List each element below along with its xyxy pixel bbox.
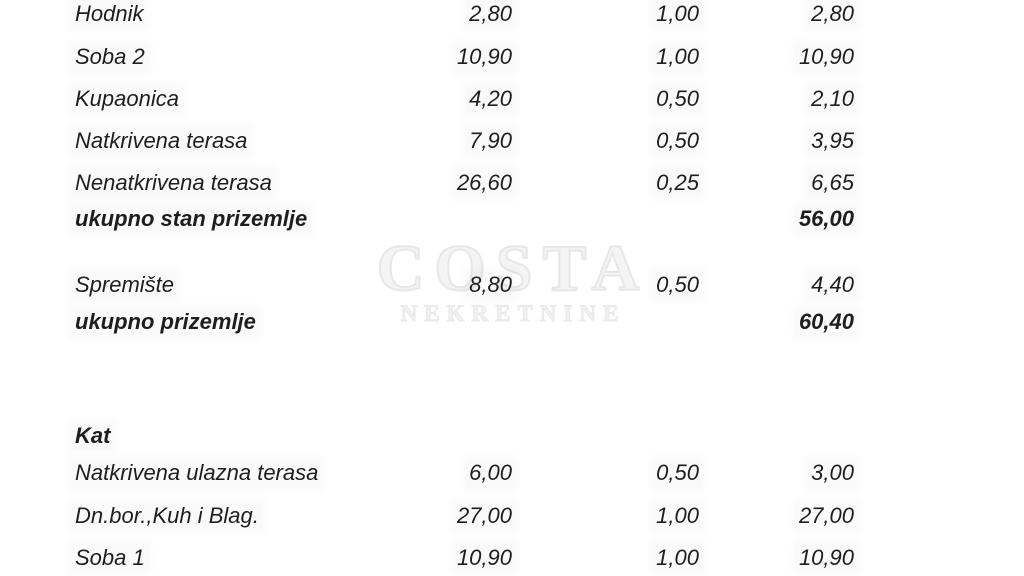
area-value: 10,90 (454, 43, 515, 71)
table-row: Soba 2 10,90 1,00 10,90 (0, 43, 1024, 71)
room-label: Natkrivena terasa (72, 127, 250, 155)
subtotal-label: ukupno stan prizemlje (72, 205, 310, 233)
room-label: Hodnik (72, 0, 146, 28)
total-value: 27,00 (796, 502, 857, 530)
area-value: 8,80 (466, 271, 515, 299)
coefficient-value: 0,25 (653, 169, 702, 197)
room-label: Nenatkrivena terasa (72, 169, 275, 197)
room-label: Kupaonica (72, 85, 182, 113)
table-row: Natkrivena terasa 7,90 0,50 3,95 (0, 127, 1024, 155)
table-row: Dn.bor.,Kuh i Blag. 27,00 1,00 27,00 (0, 502, 1024, 530)
room-label: Dn.bor.,Kuh i Blag. (72, 502, 262, 530)
total-value: 10,90 (796, 43, 857, 71)
coefficient-value: 1,00 (653, 544, 702, 572)
total-value: 3,95 (808, 127, 857, 155)
table-row: Soba 1 10,90 1,00 10,90 (0, 544, 1024, 572)
table-row: Natkrivena ulazna terasa 6,00 0,50 3,00 (0, 459, 1024, 487)
table-row-subtotal: ukupno prizemlje 60,40 (0, 308, 1024, 336)
table-row: Nenatkrivena terasa 26,60 0,25 6,65 (0, 169, 1024, 197)
room-label: Soba 2 (72, 43, 148, 71)
table-row: Hodnik 2,80 1,00 2,80 (0, 0, 1024, 28)
subtotal-label: ukupno prizemlje (72, 308, 259, 336)
total-value: 2,80 (808, 0, 857, 28)
total-value: 2,10 (808, 85, 857, 113)
area-value: 4,20 (466, 85, 515, 113)
area-value: 2,80 (466, 0, 515, 28)
coefficient-value: 0,50 (653, 127, 702, 155)
coefficient-value: 0,50 (653, 271, 702, 299)
coefficient-value: 1,00 (653, 0, 702, 28)
area-value: 26,60 (454, 169, 515, 197)
table-row: Kupaonica 4,20 0,50 2,10 (0, 85, 1024, 113)
coefficient-value: 1,00 (653, 502, 702, 530)
room-label: Spremište (72, 271, 177, 299)
coefficient-value: 0,50 (653, 459, 702, 487)
area-value: 6,00 (466, 459, 515, 487)
room-label: Natkrivena ulazna terasa (72, 459, 321, 487)
total-value: 3,00 (808, 459, 857, 487)
section-heading-label: Kat (72, 422, 113, 450)
total-value: 10,90 (796, 544, 857, 572)
coefficient-value: 0,50 (653, 85, 702, 113)
section-heading: Kat (0, 422, 1024, 450)
table-row-subtotal: ukupno stan prizemlje 56,00 (0, 205, 1024, 233)
table-row: Spremište 8,80 0,50 4,40 (0, 271, 1024, 299)
area-value: 27,00 (454, 502, 515, 530)
total-value: 4,40 (808, 271, 857, 299)
area-value: 10,90 (454, 544, 515, 572)
total-value: 6,65 (808, 169, 857, 197)
subtotal-value: 60,40 (796, 308, 857, 336)
coefficient-value: 1,00 (653, 43, 702, 71)
area-value: 7,90 (466, 127, 515, 155)
room-label: Soba 1 (72, 544, 148, 572)
subtotal-value: 56,00 (796, 205, 857, 233)
